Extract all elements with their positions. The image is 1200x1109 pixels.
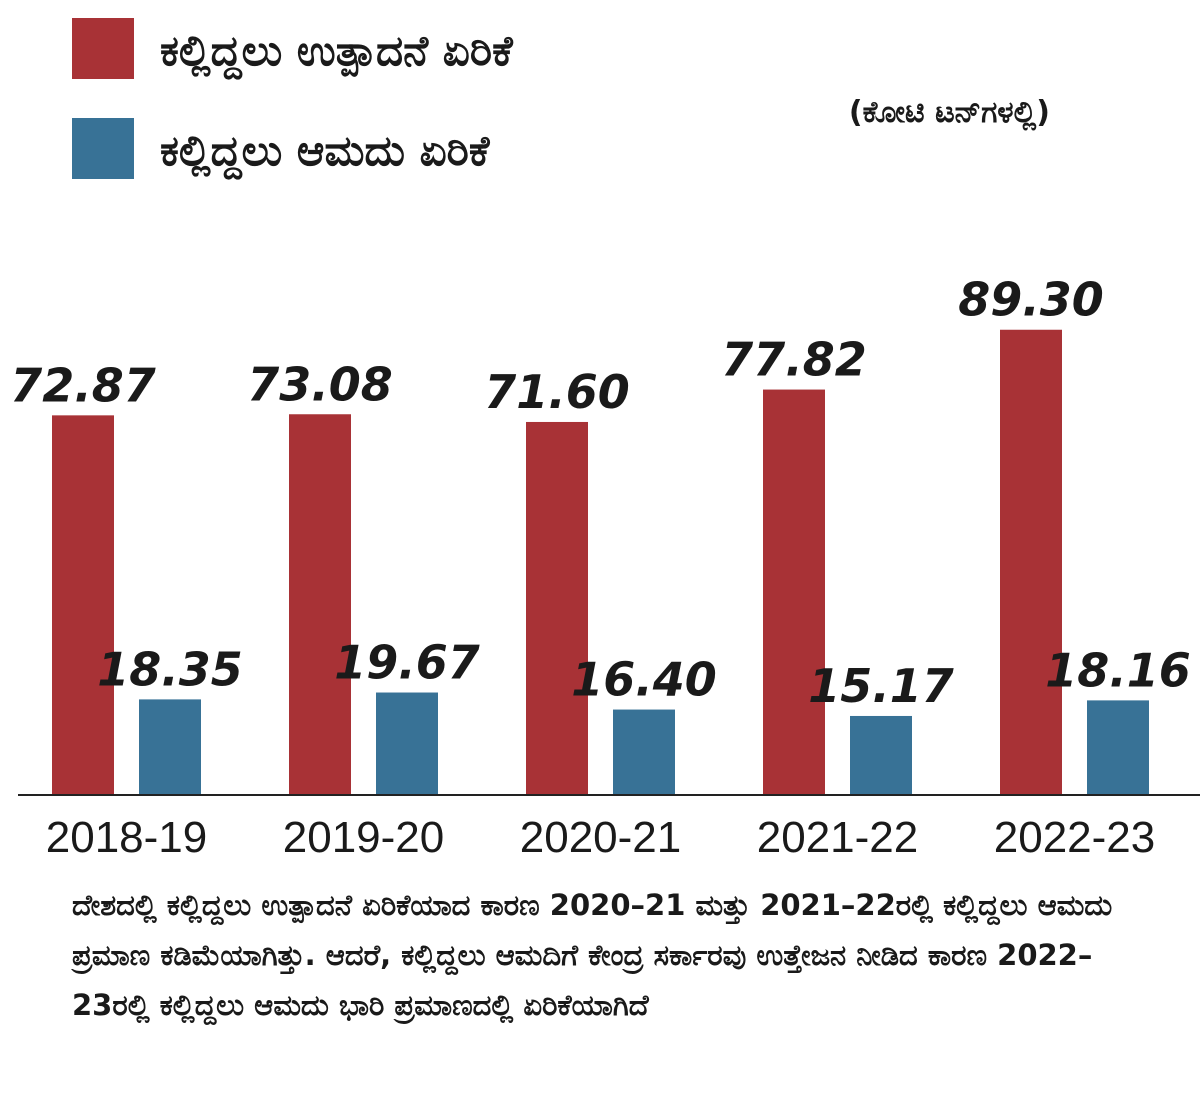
bar-production-2019-20 — [289, 414, 351, 795]
x-tick-label-2022-23: 2022-23 — [994, 813, 1155, 862]
bar-production-2021-22 — [763, 389, 825, 795]
value-label-import-2020-21: 16.40 — [571, 653, 717, 707]
value-label-import-2018-19: 18.35 — [97, 642, 243, 696]
legend-swatch-0 — [72, 18, 134, 79]
unit-label: (ಕೋಟಿ ಟನ್‌ಗಳಲ್ಲಿ) — [849, 95, 1050, 131]
legend-label-1: ಕಲ್ಲಿದ್ದಲು ಆಮದು ಏರಿಕೆ — [160, 126, 491, 180]
value-label-import-2019-20: 19.67 — [334, 636, 480, 690]
bar-import-2019-20 — [376, 692, 438, 795]
bar-production-2022-23 — [1000, 329, 1062, 795]
x-tick-label-2021-22: 2021-22 — [757, 813, 918, 862]
x-tick-label-2018-19: 2018-19 — [46, 813, 207, 862]
bars: 72.87 18.35 73.08 19.67 71.60 16.40 77.82 15.17… — [10, 273, 1191, 795]
value-label-import-2022-23: 18.16 — [1045, 643, 1191, 697]
legend-swatch-1 — [72, 118, 134, 179]
value-label-production-2018-19: 72.87 — [10, 358, 156, 412]
bar-import-2022-23 — [1087, 700, 1149, 795]
bar-production-2020-21 — [526, 421, 588, 795]
bar-import-2018-19 — [139, 699, 201, 795]
value-label-production-2019-20: 73.08 — [247, 357, 393, 411]
caption-text: ದೇಶದಲ್ಲಿ ಕಲ್ಲಿದ್ದಲು ಉತ್ಪಾದನೆ ಏರಿಕೆಯಾದ ಕಾ… — [72, 888, 1113, 1022]
value-label-import-2021-22: 15.17 — [808, 659, 954, 713]
value-label-production-2022-23: 89.30 — [958, 273, 1104, 327]
x-tick-label-2019-20: 2019-20 — [283, 813, 444, 862]
legend: ಕಲ್ಲಿದ್ದಲು ಉತ್ಪಾದನೆ ಏರಿಕೆ ಕಲ್ಲಿದ್ದಲು ಆಮದು… — [72, 18, 514, 180]
legend-label-0: ಕಲ್ಲಿದ್ದಲು ಉತ್ಪಾದನೆ ಏರಿಕೆ — [160, 26, 514, 80]
bar-import-2020-21 — [613, 709, 675, 795]
value-label-production-2021-22: 77.82 — [721, 333, 867, 387]
x-tick-label-2020-21: 2020-21 — [520, 813, 681, 862]
x-tick-labels: 2018-19 2019-20 2020-21 2021-22 2022-23 — [46, 813, 1155, 862]
bar-import-2021-22 — [850, 715, 912, 795]
value-label-production-2020-21: 71.60 — [484, 365, 630, 419]
bar-production-2018-19 — [52, 415, 114, 795]
